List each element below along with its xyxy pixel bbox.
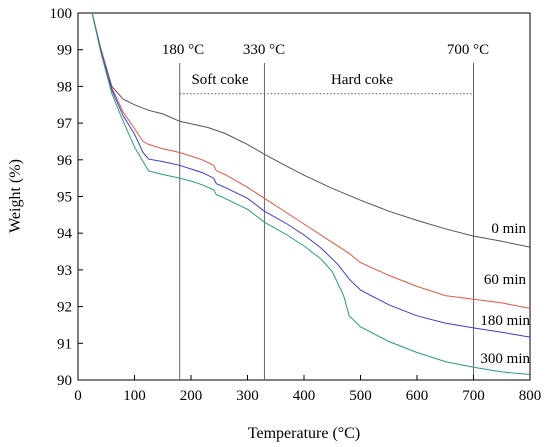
temp-label-700: 700 °C [447,42,489,58]
series-line-300-min [91,12,531,375]
reference-lines [179,63,474,380]
series-line-60-min [91,12,531,309]
y-tick-label: 93 [57,263,72,279]
x-tick-label: 600 [406,388,429,404]
y-axis-ticks: 90 91 92 93 94 95 96 97 98 99 100 [50,6,83,389]
y-tick-label: 97 [57,116,73,132]
soft-coke-label: Soft coke [191,72,248,88]
x-axis-ticks: 0 100 200 300 400 500 600 700 800 [74,375,541,404]
y-tick-label: 90 [57,373,72,389]
y-tick-label: 100 [50,6,73,22]
y-axis-title: Weight (%) [7,159,24,233]
y-tick-label: 94 [57,226,73,242]
x-tick-label: 0 [74,388,82,404]
hard-coke-label: Hard coke [331,72,393,88]
curve-label-180min: 180 min [480,313,530,329]
curve-label-60min: 60 min [484,272,527,288]
y-tick-label: 92 [57,300,72,316]
plot-frame [77,12,531,381]
x-tick-label: 200 [180,388,203,404]
series-line-0-min [91,12,531,248]
data-series [91,12,531,375]
y-tick-label: 98 [57,79,72,95]
x-tick-label: 500 [349,388,372,404]
x-tick-label: 800 [519,388,542,404]
temp-label-180: 180 °C [162,42,204,58]
y-tick-label: 91 [57,336,72,352]
temp-label-330: 330 °C [243,42,285,58]
x-tick-label: 400 [293,388,316,404]
x-tick-label: 700 [462,388,485,404]
curve-label-300min: 300 min [480,351,530,367]
series-line-180-min [91,12,531,338]
y-tick-label: 99 [57,43,72,59]
x-tick-label: 100 [123,388,146,404]
y-tick-label: 95 [57,190,72,206]
curve-label-0min: 0 min [491,221,526,237]
y-tick-label: 96 [57,153,73,169]
x-tick-label: 300 [236,388,259,404]
x-axis-title: Temperature (°C) [248,425,360,442]
